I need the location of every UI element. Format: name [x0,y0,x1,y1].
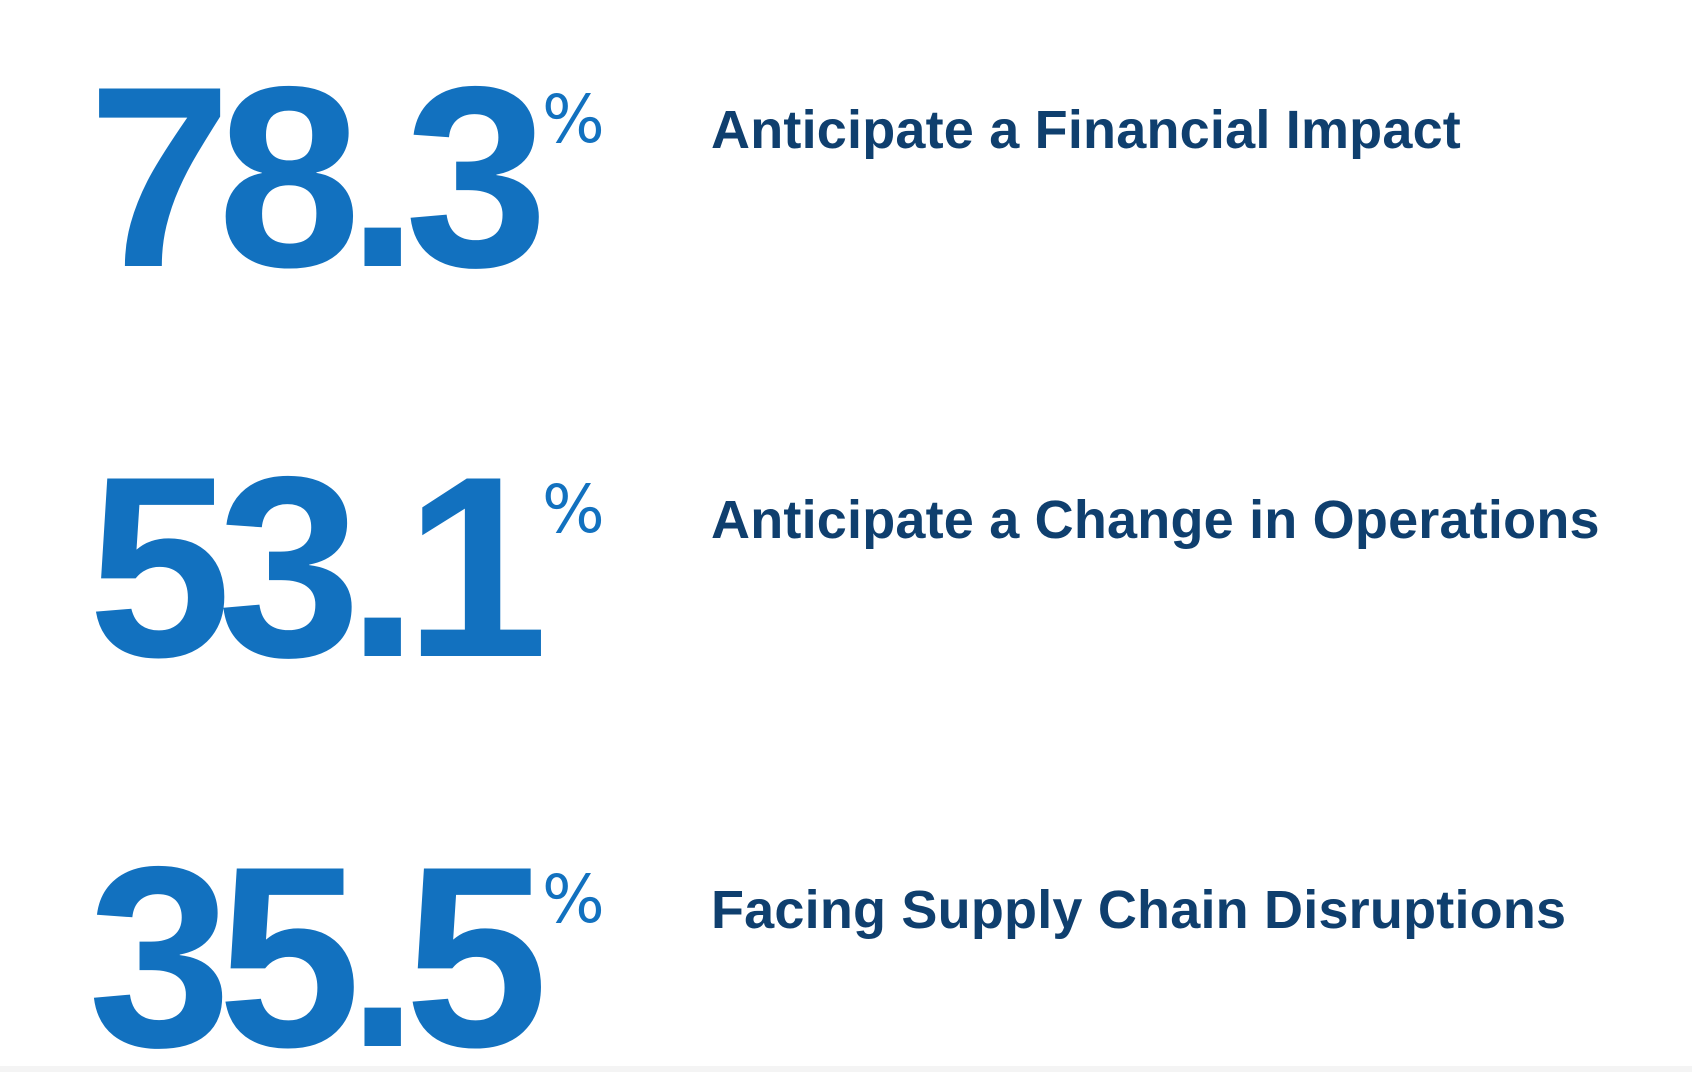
stat-value-text: 53.1 [88,422,542,711]
stat-value: 53.1 [88,422,556,711]
percent-sign: % [542,861,605,938]
stat-value: 35.5 [88,812,556,1072]
stat-value-text: 78.3 [88,32,542,321]
stat-change-in-operations: 53.1 % Anticipate a Change in Operations [0,422,1692,711]
stat-label: Facing Supply Chain Disruptions [711,880,1567,940]
stat-value: 78.3 [88,32,556,321]
stat-label: Anticipate a Change in Operations [711,490,1600,550]
percent-sign: % [542,81,605,158]
bottom-edge [0,1066,1692,1072]
percent-sign: % [542,471,605,548]
stat-financial-impact: 78.3 % Anticipate a Financial Impact [0,32,1692,321]
stat-label: Anticipate a Financial Impact [711,100,1461,160]
stat-supply-chain-disruptions: 35.5 % Facing Supply Chain Disruptions [0,812,1692,1072]
stat-value-text: 35.5 [88,812,542,1072]
